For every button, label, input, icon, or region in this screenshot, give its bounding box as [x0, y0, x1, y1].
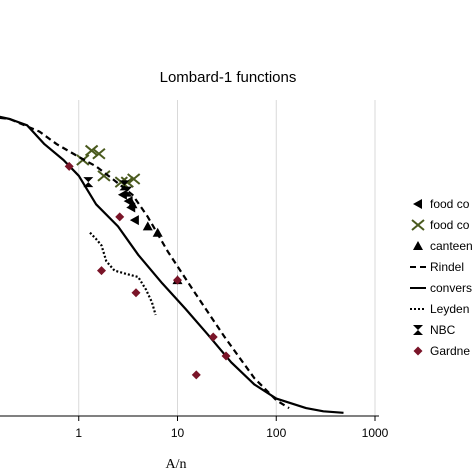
data-point-7-5	[208, 332, 218, 342]
chart-title: Lombard-1 functions	[160, 69, 297, 86]
data-point-1-2	[92, 147, 106, 160]
plot-area	[0, 115, 344, 414]
legend-swatch-0	[413, 199, 422, 209]
series-line-4	[0, 115, 344, 414]
data-point-2-1	[142, 221, 153, 231]
data-point-7-0	[64, 161, 74, 171]
legend-label-1: food co	[430, 218, 470, 232]
series-7	[64, 161, 231, 380]
series-2	[127, 199, 183, 285]
gridlines	[78, 100, 376, 416]
legend-item-1: food co	[411, 218, 470, 232]
legend-item-3: Rindel	[410, 260, 464, 274]
x-tick-label-2: 100	[266, 426, 286, 440]
legend-item-4: convers	[410, 281, 472, 295]
legend-swatch-7	[413, 346, 423, 356]
data-point-7-6	[221, 351, 231, 361]
data-point-2-0	[127, 199, 138, 209]
data-point-1-6	[127, 173, 141, 185]
legend-item-0: food co	[413, 197, 470, 211]
legend-item-2: canteen	[413, 239, 473, 253]
data-point-7-3	[131, 288, 141, 298]
legend-swatch-1	[411, 219, 425, 231]
legend-label-3: Rindel	[430, 260, 464, 274]
legend-label-4: convers	[430, 281, 472, 295]
data-point-6-0	[83, 177, 94, 188]
x-tick-label-1: 10	[171, 426, 185, 440]
data-point-7-2	[97, 266, 107, 276]
legend-item-6: NBC	[413, 323, 456, 337]
data-point-0-3	[129, 215, 139, 226]
x-axis-title: A/n	[166, 457, 187, 472]
data-point-7-4	[173, 275, 182, 285]
legend: food co food co canteen Rindel convers Leyden…	[410, 197, 473, 358]
series-6	[83, 177, 133, 197]
legend-label-0: food co	[430, 197, 470, 211]
series-5	[89, 231, 157, 316]
data-point-1-3	[97, 170, 111, 182]
series-1	[76, 144, 141, 188]
x-tick-label-3: 1000	[362, 426, 389, 440]
legend-label-7: Gardne	[430, 344, 470, 358]
series-line-5	[89, 231, 157, 316]
data-point-7-7	[191, 370, 201, 380]
legend-item-7: Gardne	[413, 344, 470, 358]
series-4	[0, 115, 344, 414]
series-line-3	[0, 116, 290, 410]
legend-label-2: canteen	[430, 239, 473, 253]
legend-swatch-6	[413, 325, 423, 335]
data-point-6-2	[122, 186, 133, 197]
x-tick-label-0: 1	[75, 426, 82, 440]
legend-item-5: Leyden	[410, 302, 469, 316]
legend-label-5: Leyden	[430, 302, 469, 316]
legend-label-6: NBC	[430, 323, 456, 337]
data-point-7-1	[115, 212, 125, 222]
data-point-0-0	[117, 189, 127, 200]
legend-swatch-2	[413, 241, 423, 250]
x-axis-ticks: 1 10 100 1000	[75, 416, 389, 440]
series-3	[0, 116, 290, 410]
